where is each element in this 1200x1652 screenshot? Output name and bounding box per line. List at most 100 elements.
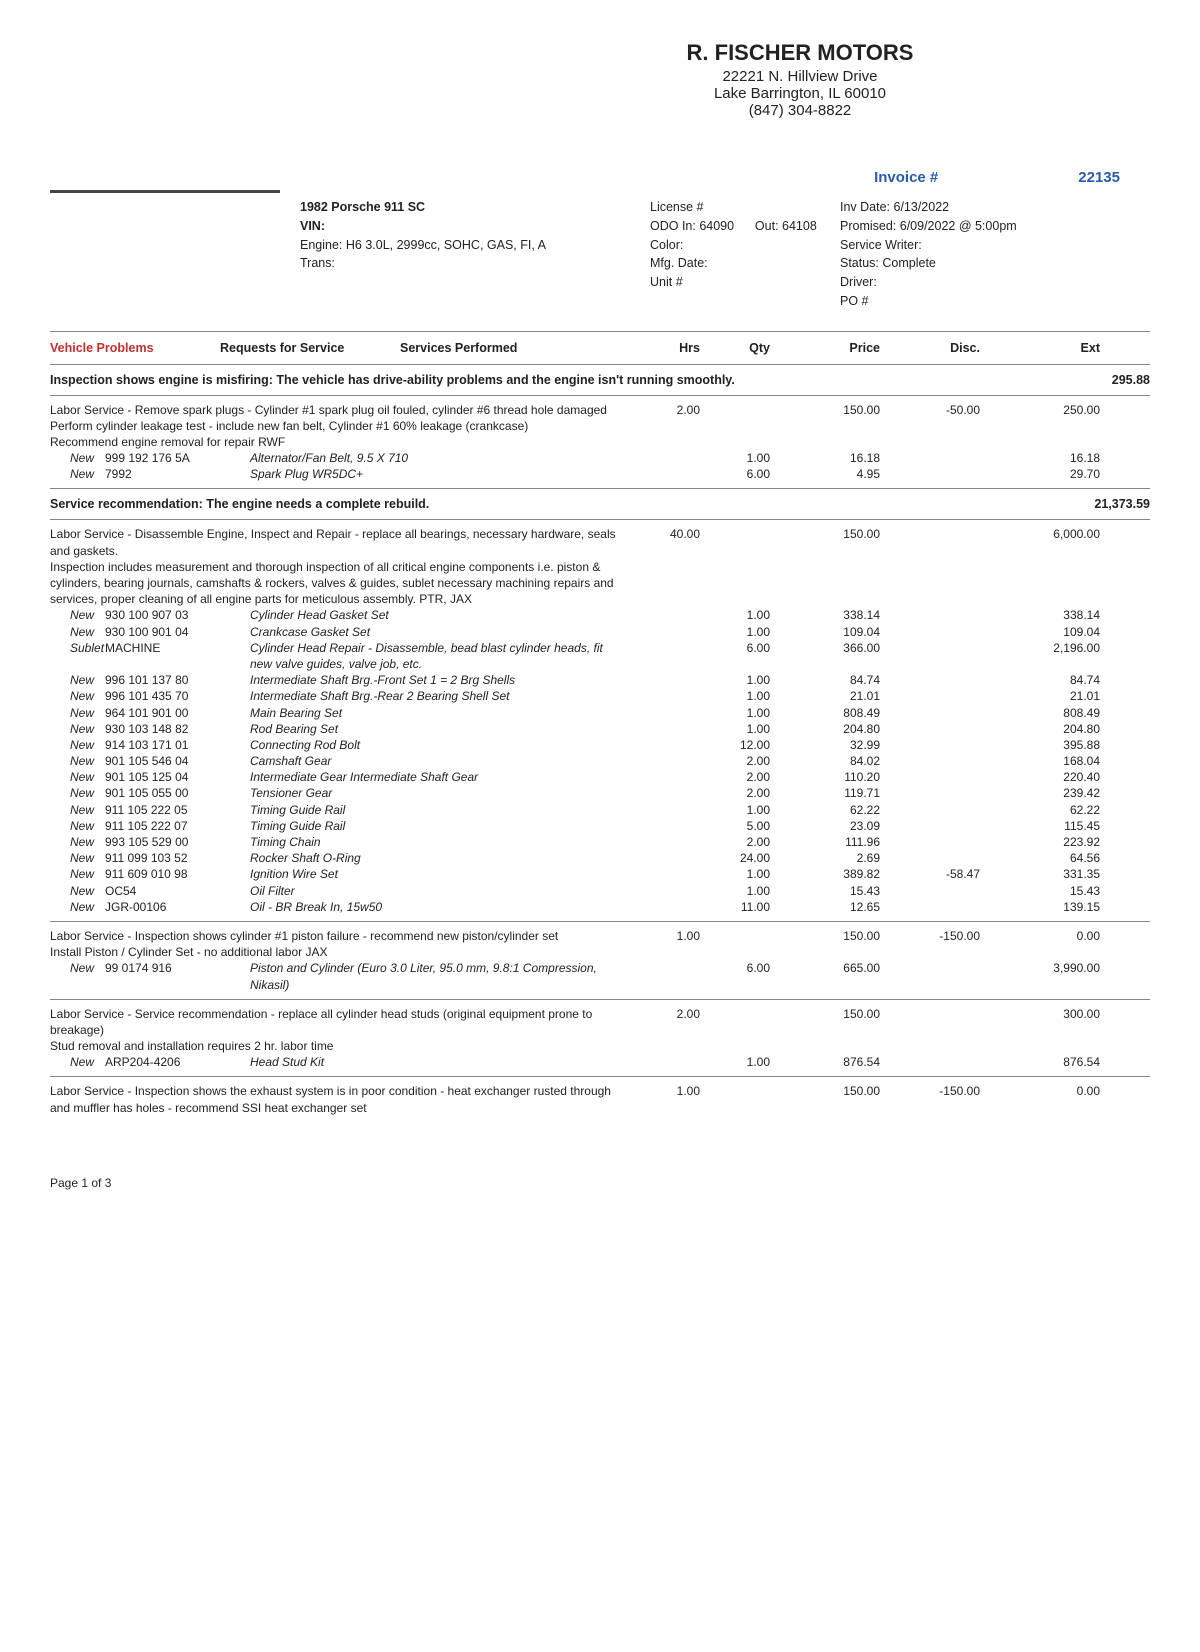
odo-in: ODO In: 64090 [650,219,734,233]
part-row: New993 105 529 00Timing Chain2.00111.962… [50,834,1150,850]
section-header: Service recommendation: The engine needs… [50,495,1150,513]
part-ext: 109.04 [980,624,1100,640]
part-number: 930 103 148 82 [105,721,250,737]
part-price: 62.22 [770,802,880,818]
part-number: 996 101 435 70 [105,688,250,704]
labor-desc: Labor Service - Service recommendation -… [50,1006,630,1055]
part-disc [880,883,980,899]
part-price: 32.99 [770,737,880,753]
labor-ext: 0.00 [980,1083,1100,1115]
part-row: New930 100 907 03Cylinder Head Gasket Se… [50,607,1150,623]
part-number: 911 099 103 52 [105,850,250,866]
part-cond: New [50,850,105,866]
part-disc [880,705,980,721]
part-price: 110.20 [770,769,880,785]
part-number: 911 105 222 07 [105,818,250,834]
invoice-label: Invoice # [874,169,938,186]
part-qty: 1.00 [700,883,770,899]
info-left-rule [50,190,280,200]
part-desc: Rocker Shaft O-Ring [250,850,630,866]
promised: Promised: 6/09/2022 @ 5:00pm [840,217,1120,236]
part-number: 99 0174 916 [105,960,250,992]
part-desc: Oil - BR Break In, 15w50 [250,899,630,915]
labor-ext: 300.00 [980,1006,1100,1055]
part-ext: 16.18 [980,450,1100,466]
labor-price: 150.00 [770,1006,880,1055]
labor-line: Labor Service - Disassemble Engine, Insp… [50,526,1150,607]
part-qty: 12.00 [700,737,770,753]
part-cond: New [50,753,105,769]
part-cond: New [50,769,105,785]
labor-ext: 0.00 [980,928,1100,960]
part-disc [880,737,980,753]
part-row: New999 192 176 5AAlternator/Fan Belt, 9.… [50,450,1150,466]
part-qty: 2.00 [700,834,770,850]
part-qty: 1.00 [700,721,770,737]
part-disc [880,834,980,850]
part-cond: New [50,624,105,640]
part-desc: Cylinder Head Gasket Set [250,607,630,623]
part-qty: 2.00 [700,769,770,785]
part-ext: 876.54 [980,1054,1100,1070]
part-row: New914 103 171 01Connecting Rod Bolt12.0… [50,737,1150,753]
part-desc: Timing Guide Rail [250,818,630,834]
trans: Trans: [300,254,650,273]
labor-price: 150.00 [770,526,880,607]
part-ext: 115.45 [980,818,1100,834]
part-price: 4.95 [770,466,880,482]
part-price: 84.02 [770,753,880,769]
invoice-number: 22135 [1078,169,1120,186]
part-qty: 1.00 [700,802,770,818]
part-price: 204.80 [770,721,880,737]
part-number: JGR-00106 [105,899,250,915]
inv-date: Inv Date: 6/13/2022 [840,198,1120,217]
part-row: New901 105 125 04Intermediate Gear Inter… [50,769,1150,785]
part-cond: New [50,705,105,721]
part-cond: Sublet [50,640,105,672]
hdr-price: Price [770,341,880,355]
part-desc: Crankcase Gasket Set [250,624,630,640]
part-number: 964 101 901 00 [105,705,250,721]
part-ext: 204.80 [980,721,1100,737]
part-cond: New [50,688,105,704]
part-cond: New [50,785,105,801]
part-cond: New [50,607,105,623]
part-row: SubletMACHINECylinder Head Repair - Disa… [50,640,1150,672]
vin-label: VIN: [300,217,650,236]
part-desc: Intermediate Gear Intermediate Shaft Gea… [250,769,630,785]
part-price: 84.74 [770,672,880,688]
part-number: 911 105 222 05 [105,802,250,818]
part-ext: 168.04 [980,753,1100,769]
part-cond: New [50,721,105,737]
separator [50,519,1150,520]
labor-desc: Labor Service - Inspection shows the exh… [50,1083,630,1115]
unit: Unit # [650,273,840,292]
part-disc [880,640,980,672]
engine: Engine: H6 3.0L, 2999cc, SOHC, GAS, FI, … [300,236,650,255]
section-total: 21,373.59 [1030,497,1150,511]
separator [50,395,1150,396]
part-price: 389.82 [770,866,880,882]
hdr-hrs: Hrs [630,341,700,355]
separator [50,331,1150,332]
separator [50,999,1150,1000]
part-cond: New [50,737,105,753]
part-price: 111.96 [770,834,880,850]
part-ext: 395.88 [980,737,1100,753]
part-ext: 239.42 [980,785,1100,801]
part-price: 21.01 [770,688,880,704]
meta-info: Inv Date: 6/13/2022 Promised: 6/09/2022 … [840,198,1120,311]
part-disc [880,960,980,992]
info-block: 1982 Porsche 911 SC VIN: Engine: H6 3.0L… [50,198,1150,311]
part-row: New911 609 010 98Ignition Wire Set1.0038… [50,866,1150,882]
part-cond: New [50,960,105,992]
part-cond: New [50,818,105,834]
part-qty: 1.00 [700,624,770,640]
part-disc [880,1054,980,1070]
company-name: R. FISCHER MOTORS [450,40,1150,66]
part-row: New99 0174 916Piston and Cylinder (Euro … [50,960,1150,992]
part-desc: Cylinder Head Repair - Disassemble, bead… [250,640,630,672]
part-desc: Head Stud Kit [250,1054,630,1070]
part-disc [880,688,980,704]
part-price: 12.65 [770,899,880,915]
